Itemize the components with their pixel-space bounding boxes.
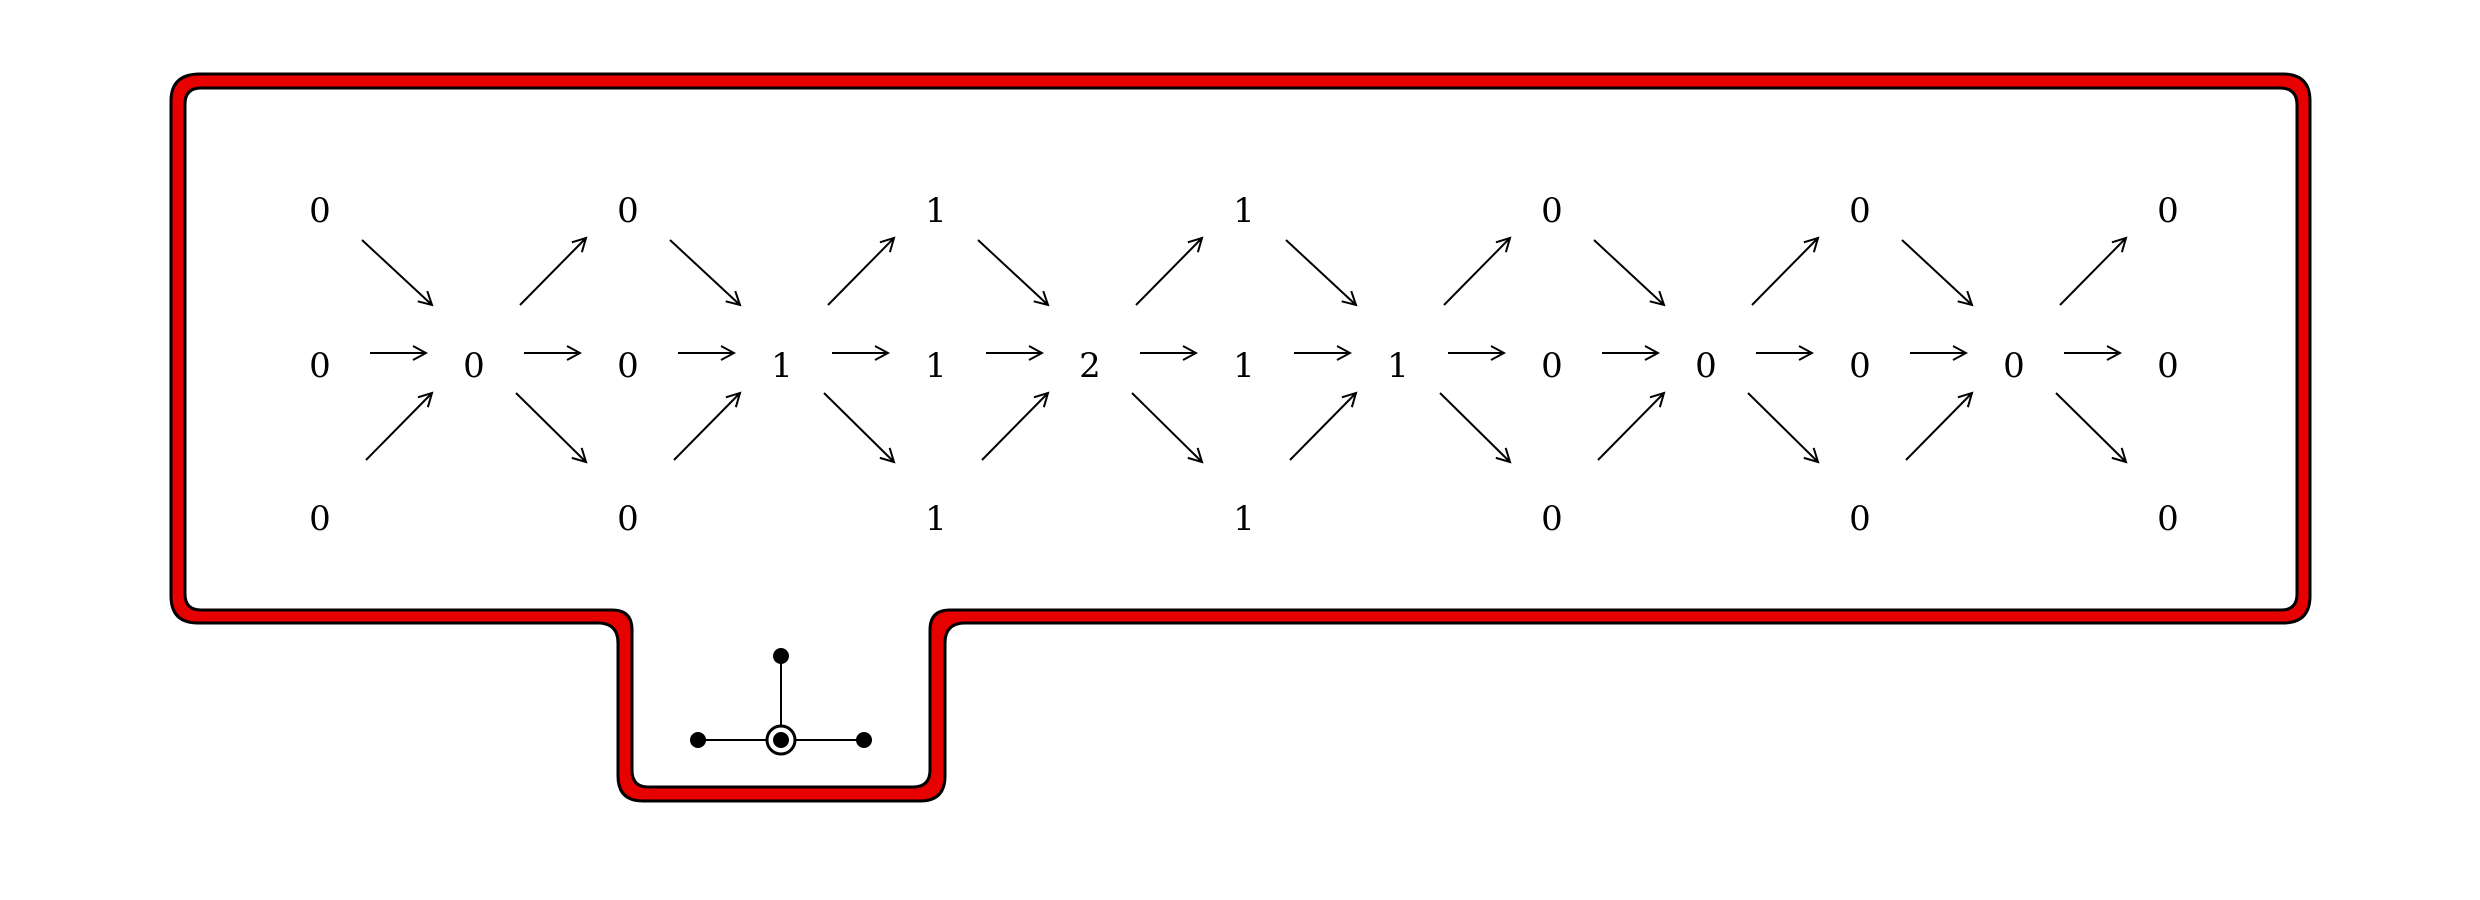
arrow-middle-to-top-1 bbox=[519, 238, 586, 306]
arrow-middle-to-top-9 bbox=[1751, 238, 1818, 306]
inset-graph bbox=[690, 648, 872, 756]
arrow-bottom-to-middle-4 bbox=[981, 393, 1048, 461]
top-node-1: 0 bbox=[617, 191, 639, 231]
arrow-bottom-to-middle-8 bbox=[1597, 393, 1664, 461]
arrow-bottom-to-middle-2 bbox=[673, 393, 740, 461]
arrow-middle-to-bottom-5 bbox=[1131, 392, 1202, 462]
frame-inner bbox=[183, 86, 2299, 789]
bottom-node-2: 1 bbox=[925, 499, 947, 539]
inset-right-node bbox=[856, 732, 872, 748]
middle-node-12: 0 bbox=[2157, 346, 2179, 386]
quiver-arrows bbox=[361, 238, 2126, 462]
arrow-middle-to-bottom-1 bbox=[515, 392, 586, 462]
arrow-top-to-middle-10 bbox=[1901, 239, 1972, 305]
arrow-top-to-middle-8 bbox=[1593, 239, 1664, 305]
middle-node-4: 1 bbox=[925, 346, 947, 386]
arrow-top-to-middle-0 bbox=[361, 239, 432, 305]
arrow-middle-to-bottom-11 bbox=[2055, 392, 2126, 462]
arrow-middle-to-bottom-3 bbox=[823, 392, 894, 462]
arrow-bottom-to-middle-0 bbox=[365, 393, 432, 461]
middle-node-8: 0 bbox=[1541, 346, 1563, 386]
middle-node-6: 1 bbox=[1233, 346, 1255, 386]
middle-node-10: 0 bbox=[1849, 346, 1871, 386]
quiver-labels: 0 0 0 1 1 2 1 1 0 0 0 0 0 0 0 1 1 0 0 0 0 0 1 1 0 0 0 bbox=[309, 191, 2179, 539]
arrow-middle-to-bottom-7 bbox=[1439, 392, 1510, 462]
top-node-0: 0 bbox=[309, 191, 331, 231]
arrow-middle-to-top-7 bbox=[1443, 238, 1510, 306]
inset-left-node bbox=[690, 732, 706, 748]
arrow-middle-to-top-3 bbox=[827, 238, 894, 306]
inset-center-node bbox=[773, 732, 789, 748]
middle-node-5: 2 bbox=[1079, 346, 1101, 386]
top-node-6: 0 bbox=[2157, 191, 2179, 231]
middle-node-11: 0 bbox=[2003, 346, 2025, 386]
bottom-node-5: 0 bbox=[1849, 499, 1871, 539]
arrow-middle-to-bottom-9 bbox=[1747, 392, 1818, 462]
bottom-node-6: 0 bbox=[2157, 499, 2179, 539]
arrow-top-to-middle-4 bbox=[977, 239, 1048, 305]
top-node-4: 0 bbox=[1541, 191, 1563, 231]
middle-node-2: 0 bbox=[617, 346, 639, 386]
middle-node-0: 0 bbox=[309, 346, 331, 386]
middle-node-3: 1 bbox=[771, 346, 793, 386]
top-node-2: 1 bbox=[925, 191, 947, 231]
top-node-5: 0 bbox=[1849, 191, 1871, 231]
middle-node-9: 0 bbox=[1695, 346, 1717, 386]
arrow-middle-to-top-5 bbox=[1135, 238, 1202, 306]
arrow-bottom-to-middle-10 bbox=[1905, 393, 1972, 461]
arrow-top-to-middle-6 bbox=[1285, 239, 1356, 305]
bottom-node-4: 0 bbox=[1541, 499, 1563, 539]
middle-node-1: 0 bbox=[463, 346, 485, 386]
arrow-top-to-middle-2 bbox=[669, 239, 740, 305]
bottom-node-3: 1 bbox=[1233, 499, 1255, 539]
inset-top-node bbox=[773, 648, 789, 664]
top-node-3: 1 bbox=[1233, 191, 1255, 231]
arrow-middle-to-top-11 bbox=[2059, 238, 2126, 306]
middle-node-7: 1 bbox=[1387, 346, 1409, 386]
arrow-bottom-to-middle-6 bbox=[1289, 393, 1356, 461]
bottom-node-1: 0 bbox=[617, 499, 639, 539]
bottom-node-0: 0 bbox=[309, 499, 331, 539]
